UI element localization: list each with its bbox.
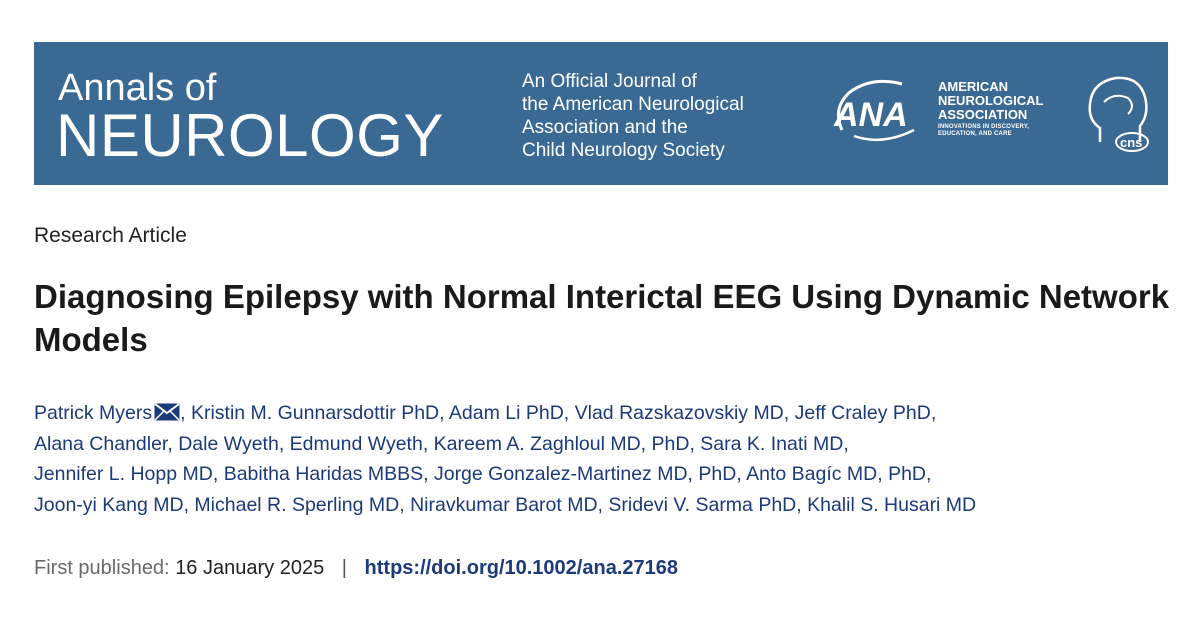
tagline-line: An Official Journal of bbox=[522, 71, 697, 92]
association-line: NEUROLOGICAL bbox=[938, 93, 1044, 108]
author-link[interactable]: Jennifer L. Hopp MD bbox=[34, 463, 213, 485]
author-link[interactable]: Jeff Craley PhD bbox=[794, 402, 931, 424]
author-link[interactable]: Alana Chandler bbox=[34, 432, 168, 455]
author-list: Patrick Myers, Kristin M. Gunnarsdottir … bbox=[34, 402, 977, 516]
author-link[interactable]: Sridevi V. Sarma PhD bbox=[608, 493, 797, 516]
journal-name-line2: NEUROLOGY bbox=[56, 102, 444, 169]
association-line: AMERICAN bbox=[938, 79, 1009, 94]
author-link[interactable]: Sara K. Inati MD bbox=[700, 432, 844, 455]
cns-logo-text: cns bbox=[1120, 135, 1142, 150]
journal-name-line1: Annals of bbox=[58, 67, 217, 109]
mail-icon[interactable] bbox=[154, 403, 180, 421]
author-link[interactable]: Babitha Haridas MBBS bbox=[223, 463, 424, 485]
association-tagline: INNOVATIONS IN DISCOVERY, EDUCATION, AND… bbox=[938, 124, 1030, 137]
article-title: Diagnosing Epilepsy with Normal Interict… bbox=[34, 278, 1170, 358]
author-link[interactable]: Kareem A. Zaghloul MD, PhD bbox=[433, 432, 690, 455]
author-link[interactable]: Khalil S. Husari MD bbox=[807, 493, 977, 516]
separator: | bbox=[341, 557, 347, 579]
author-link[interactable]: Patrick Myers bbox=[34, 402, 180, 424]
author-link[interactable]: Adam Li PhD bbox=[448, 402, 564, 424]
tagline-line: Association and the bbox=[522, 117, 688, 138]
tagline-line: the American Neurological bbox=[522, 94, 744, 115]
ana-logo-text: ANA bbox=[833, 96, 908, 134]
cns-head-logo-icon: cns bbox=[1088, 76, 1149, 152]
journal-tagline: An Official Journal of the American Neur… bbox=[522, 70, 812, 162]
author-name[interactable]: Patrick Myers bbox=[34, 402, 153, 424]
association-name: AMERICAN NEUROLOGICAL ASSOCIATION bbox=[938, 80, 1043, 122]
ana-logo-icon: ANA bbox=[833, 79, 915, 142]
author-link[interactable]: Michael R. Sperling MD bbox=[194, 493, 400, 516]
author-link[interactable]: Niravkumar Barot MD bbox=[410, 493, 598, 516]
tagline-line: Child Neurology Society bbox=[522, 140, 725, 161]
author-link[interactable]: Jorge Gonzalez-Martinez MD, PhD bbox=[433, 463, 737, 485]
author-link[interactable]: Kristin M. Gunnarsdottir PhD bbox=[190, 402, 440, 424]
article-type-label: Research Article bbox=[34, 224, 187, 247]
author-link[interactable]: Vlad Razskazovskiy MD bbox=[574, 402, 784, 424]
author-link[interactable]: Joon-yi Kang MD bbox=[34, 493, 184, 516]
publication-info: First published: 16 January 2025 | https… bbox=[34, 557, 678, 580]
first-published-date: 16 January 2025 bbox=[175, 557, 325, 579]
author-link[interactable]: Anto Bagíc MD, PhD bbox=[746, 463, 927, 485]
first-published-label: First published: bbox=[34, 557, 170, 579]
author-link[interactable]: Dale Wyeth bbox=[178, 432, 279, 455]
association-line: ASSOCIATION bbox=[938, 107, 1028, 122]
doi-link[interactable]: https://doi.org/10.1002/ana.27168 bbox=[364, 557, 678, 579]
author-link[interactable]: Edmund Wyeth bbox=[289, 432, 423, 455]
journal-banner: Annals of NEUROLOGY An Official Journal … bbox=[34, 42, 1168, 185]
